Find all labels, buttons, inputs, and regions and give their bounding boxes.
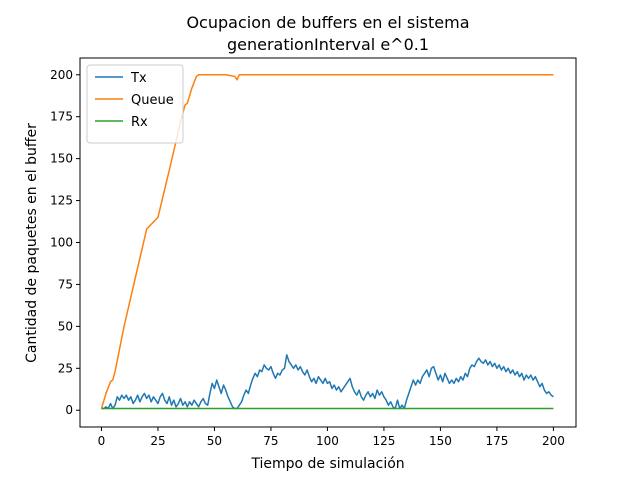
series-line-tx <box>101 354 554 410</box>
legend-label-tx: Tx <box>130 71 147 86</box>
plot-frame <box>79 57 577 428</box>
x-tick-label: 100 <box>316 434 339 448</box>
legend-label-queue: Queue <box>131 93 174 108</box>
y-tick-label: 125 <box>50 194 73 208</box>
y-tick-label: 25 <box>58 361 73 375</box>
x-tick-label: 25 <box>150 434 165 448</box>
x-tick-label: 175 <box>485 434 508 448</box>
chart-subtitle: generationInterval e^0.1 <box>227 35 429 54</box>
x-tick-label: 125 <box>372 434 395 448</box>
x-tick-label: 50 <box>207 434 222 448</box>
y-axis-label: Cantidad de paquetes en el buffer <box>24 123 40 363</box>
chart-title: Ocupacion de buffers en el sistema <box>186 13 469 32</box>
y-tick-label: 200 <box>50 68 73 82</box>
x-axis-label: Tiempo de simulación <box>250 456 404 472</box>
y-tick-label: 0 <box>65 403 73 417</box>
legend-box <box>86 64 184 144</box>
plot-lines <box>100 74 554 410</box>
y-tick-label: 100 <box>50 236 73 250</box>
legend: Tx Queue Rx <box>86 64 184 144</box>
x-tick-label: 150 <box>429 434 452 448</box>
y-axis-ticks: 0 25 50 75 100 125 150 175 200 <box>50 68 80 417</box>
x-tick-label: 0 <box>98 434 106 448</box>
x-axis-ticks: 0 25 50 75 100 125 150 175 200 <box>98 427 565 448</box>
y-tick-label: 50 <box>58 319 73 333</box>
y-tick-label: 150 <box>50 152 73 166</box>
x-tick-label: 200 <box>542 434 565 448</box>
y-tick-label: 75 <box>58 277 73 291</box>
y-tick-label: 175 <box>50 110 73 124</box>
legend-label-rx: Rx <box>131 115 148 130</box>
series-line-queue <box>100 74 554 409</box>
x-tick-label: 75 <box>263 434 278 448</box>
